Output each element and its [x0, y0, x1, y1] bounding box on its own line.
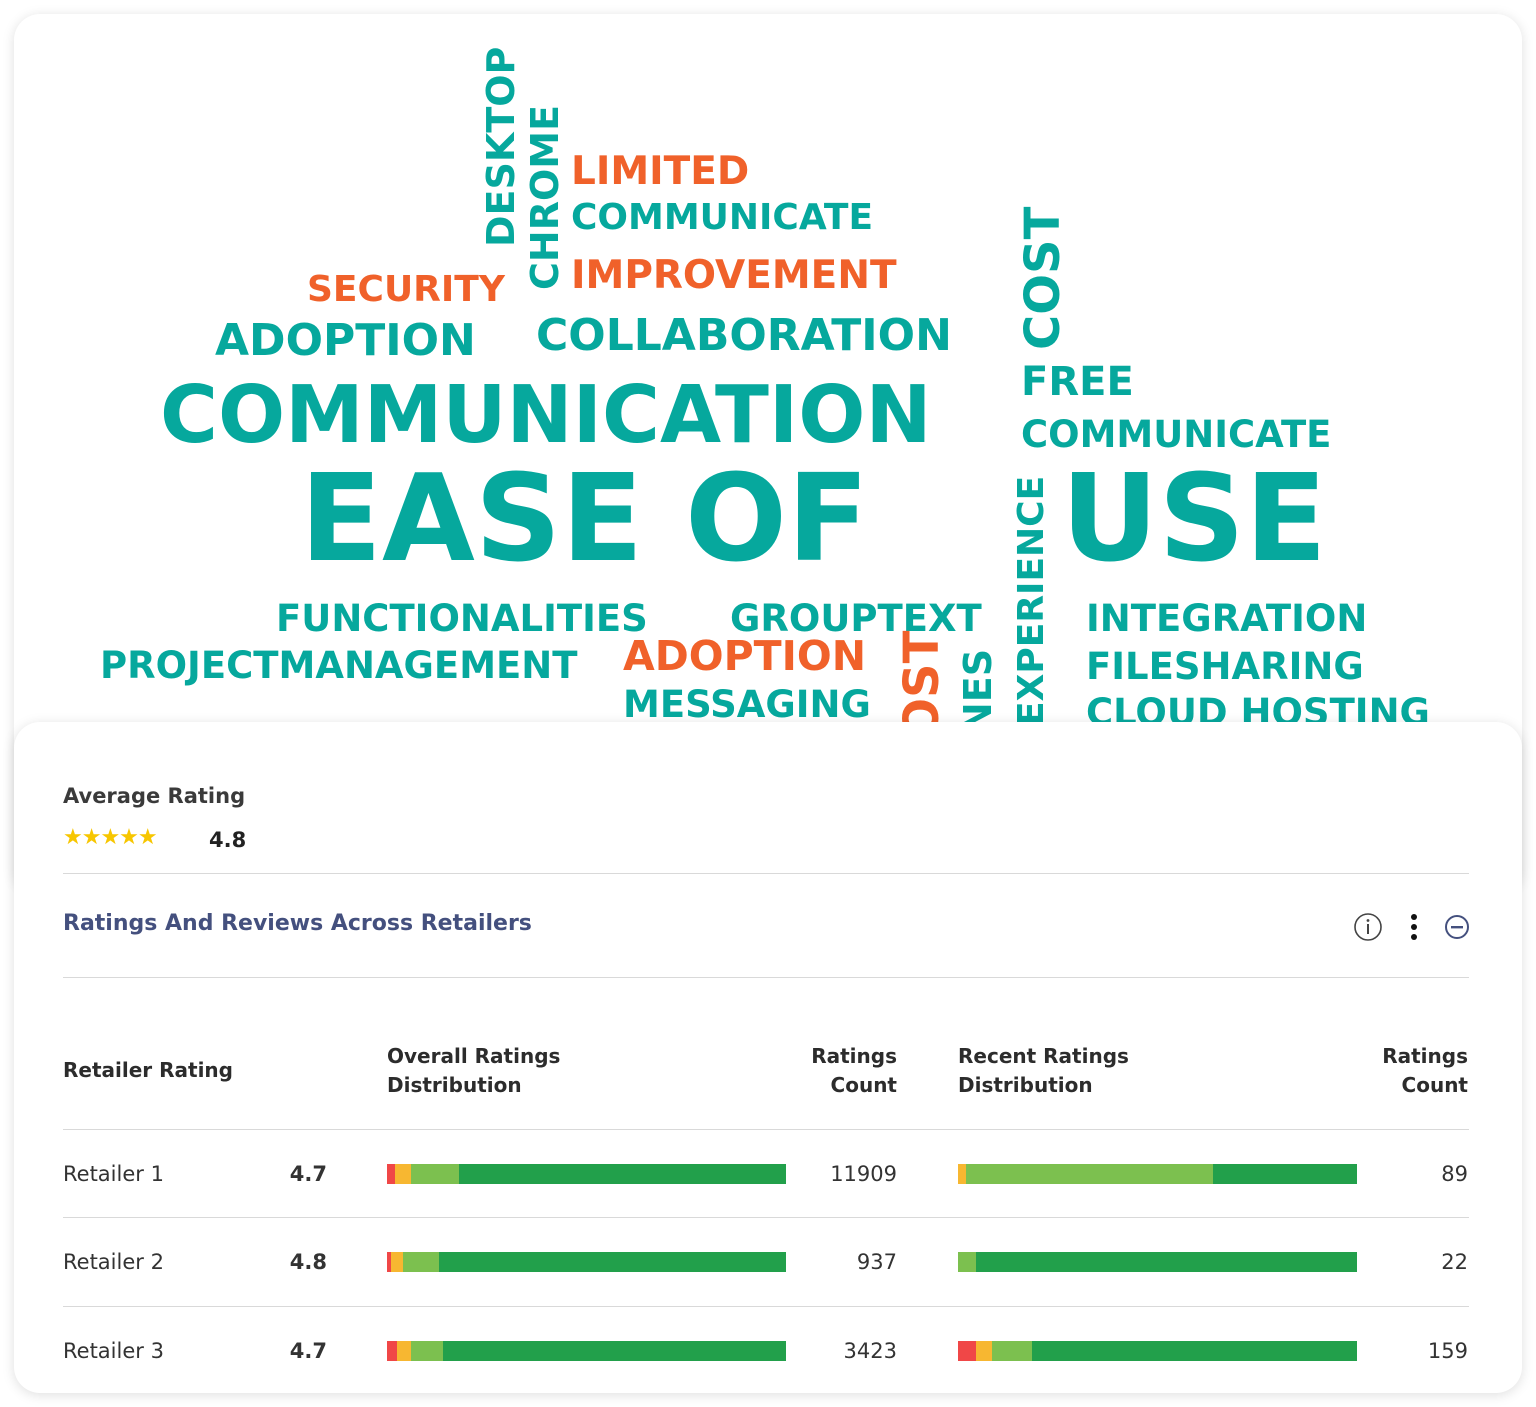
cloud-word: GROUPTEXT [730, 597, 982, 640]
segment-4-star [402, 1252, 439, 1272]
segment-5-star [438, 1252, 786, 1272]
recent-ratings-count: 159 [1427, 1339, 1468, 1363]
section-title: Ratings And Reviews Across Retailers [63, 911, 532, 936]
header-line: Distribution [387, 1073, 522, 1097]
retailer-name: Retailer 2 [63, 1250, 164, 1274]
segment-5-star [442, 1341, 786, 1361]
header-line: Ratings [1382, 1044, 1468, 1068]
cloud-word: INTEGRATION [1086, 597, 1368, 640]
retailer-rating: 4.8 [289, 1250, 327, 1274]
recent-distribution-bar [958, 1252, 1357, 1272]
cloud-word: FREE [1021, 359, 1134, 405]
segment-5-star [1213, 1164, 1357, 1184]
cloud-word: COMMUNICATION [160, 369, 932, 461]
divider [63, 873, 1469, 874]
cloud-word: COST [1015, 206, 1071, 350]
cloud-word: IMPROVEMENT [571, 253, 897, 298]
segment-3-star [958, 1164, 966, 1184]
cloud-word: PROJECTMANAGEMENT [100, 644, 578, 687]
header-line: Ratings [811, 1044, 897, 1068]
header-overall-distribution: Overall Ratings Distribution [387, 1042, 560, 1100]
segment-3-star [390, 1252, 403, 1272]
segment-5-star [458, 1164, 786, 1184]
cloud-word: COMMUNICATE [571, 197, 874, 238]
divider [63, 1306, 1469, 1307]
cloud-word: COLLABORATION [536, 310, 952, 361]
ratings-count: 937 [856, 1250, 897, 1274]
segment-4-star [410, 1341, 443, 1361]
cloud-word: FILESHARING [1086, 645, 1364, 688]
cloud-word: DESKTOP [479, 46, 523, 247]
segment-4-star [410, 1164, 459, 1184]
ratings-count: 3423 [843, 1339, 897, 1363]
header-recent-distribution: Recent Ratings Distribution [958, 1042, 1129, 1100]
header-retailer-rating: Retailer Rating [63, 1058, 233, 1082]
cloud-word: SECURITY [307, 269, 505, 310]
segment-3-star [975, 1341, 992, 1361]
cloud-word: EXPERIENCE [1011, 475, 1052, 726]
average-rating-value: 4.8 [209, 828, 247, 852]
overall-distribution-bar [387, 1164, 786, 1184]
segment-3-star [394, 1164, 411, 1184]
retailer-rating: 4.7 [289, 1339, 327, 1363]
cloud-word: MESSAGING [623, 683, 871, 726]
header-line: Count [830, 1073, 897, 1097]
header-line: Overall Ratings [387, 1044, 561, 1068]
recent-distribution-bar [958, 1341, 1357, 1361]
segment-1-2-star [387, 1252, 391, 1272]
cloud-word: ADOPTION [215, 315, 476, 366]
cloud-word: USE [1061, 450, 1327, 589]
ratings-count: 11909 [830, 1162, 897, 1186]
cloud-word: LIMITED [571, 149, 750, 194]
cloud-word: FUNCTIONALITIES [276, 597, 648, 640]
header-line: Count [1401, 1073, 1468, 1097]
segment-1-2-star [387, 1341, 397, 1361]
word-cloud: DESKTOP CHROME LIMITED COMMUNICATE SECUR… [14, 14, 1522, 894]
divider [63, 1217, 1469, 1218]
info-icon[interactable] [1353, 912, 1383, 942]
segment-4-star [958, 1252, 976, 1272]
header-line: Recent Ratings [958, 1044, 1129, 1068]
cloud-word: COMMUNICATE [1021, 413, 1332, 456]
retailer-rating: 4.7 [289, 1162, 327, 1186]
segment-5-star [975, 1252, 1357, 1272]
overall-distribution-bar [387, 1341, 786, 1361]
header-line: Distribution [958, 1073, 1093, 1097]
ratings-card: Average Rating ★★★★★ 4.8 Ratings And Rev… [14, 722, 1522, 1393]
divider [63, 1129, 1469, 1130]
recent-distribution-bar [958, 1164, 1357, 1184]
cloud-word: CHROME [523, 104, 567, 290]
average-rating-label: Average Rating [63, 784, 246, 808]
retailer-name: Retailer 3 [63, 1339, 164, 1363]
segment-5-star [1031, 1341, 1357, 1361]
segment-1-2-star [387, 1164, 395, 1184]
more-vertical-icon[interactable] [1404, 912, 1424, 942]
divider [63, 977, 1469, 978]
collapse-icon[interactable] [1444, 914, 1470, 940]
cloud-word: EASE OF [300, 450, 870, 589]
header-recent-ratings-count: Ratings Count [1368, 1042, 1468, 1100]
segment-3-star [396, 1341, 411, 1361]
header-ratings-count: Ratings Count [797, 1042, 897, 1100]
segment-1-2-star [958, 1341, 976, 1361]
retailer-name: Retailer 1 [63, 1162, 164, 1186]
star-rating-icon: ★★★★★ [63, 825, 158, 850]
recent-ratings-count: 89 [1441, 1162, 1468, 1186]
overall-distribution-bar [387, 1252, 786, 1272]
recent-ratings-count: 22 [1441, 1250, 1468, 1274]
segment-4-star [965, 1164, 1214, 1184]
cloud-word: ADOPTION [623, 632, 867, 680]
segment-4-star [991, 1341, 1032, 1361]
